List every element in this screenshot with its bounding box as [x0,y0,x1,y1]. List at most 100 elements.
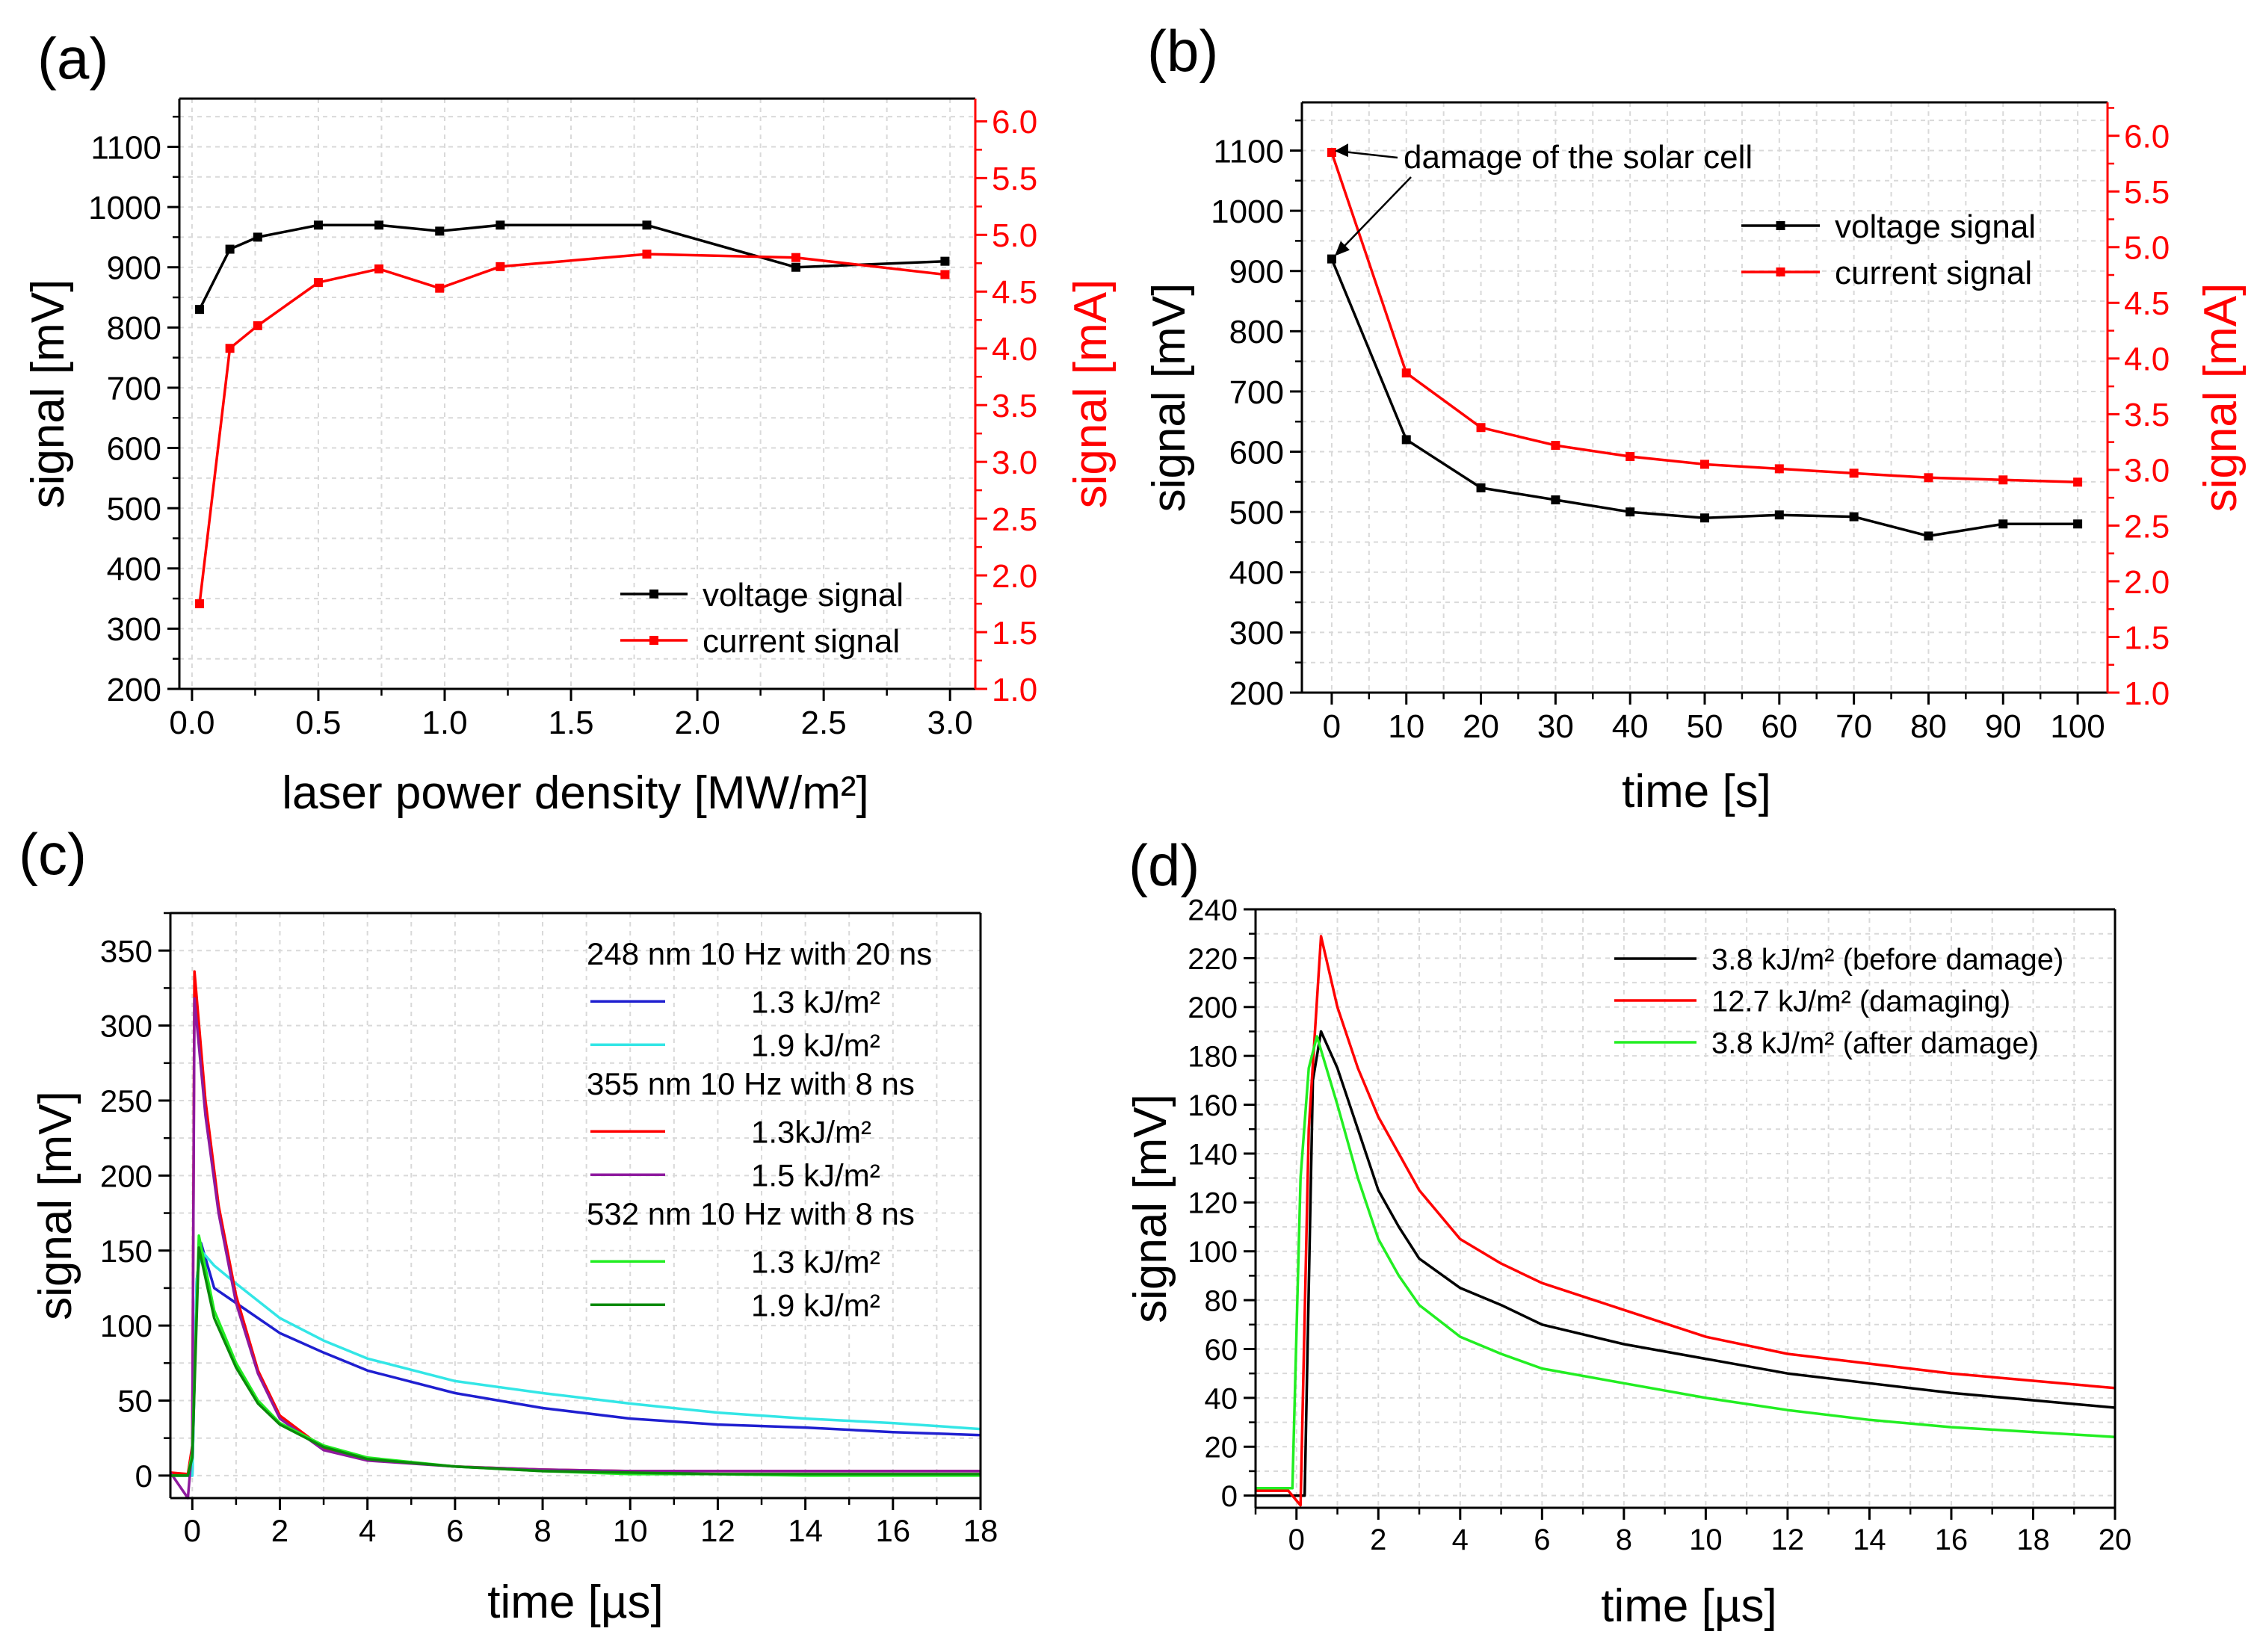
y-tick-label: 800 [107,310,161,347]
x-tick-label: 90 [1985,708,2022,745]
panel-b-chart: 0 10 20 30 40 50 60 70 80 90 100 200 300 400 500 600 700… [1143,101,2247,817]
y-tick-label: 500 [1229,495,1284,531]
y2-tick-label: 5.5 [992,161,1037,197]
x-tick-label: 12 [1771,1523,1805,1556]
legend-marker [1776,221,1785,230]
panel-label-a: (a) [37,25,108,91]
data-point-voltage [2073,519,2083,529]
data-point-current [940,270,950,279]
y2-tick-label: 5.0 [992,217,1037,254]
annotation-arrowhead-voltage [1334,241,1350,256]
y-tick-label: 150 [100,1234,152,1269]
y-tick-label: 200 [1188,991,1238,1024]
data-point-current [495,262,505,271]
x-tick-label: 40 [1612,708,1649,745]
y2-tick-label: 2.5 [992,501,1037,538]
data-point-voltage [1774,510,1784,520]
legend-marker [649,590,658,598]
y-tick-label: 600 [1229,434,1284,471]
y2-axis-label: signal [mA] [1065,279,1117,509]
y-tick-label: 1100 [90,129,161,166]
legend-label: 12.7 kJ/m² (damaging) [1711,985,2010,1018]
x-tick-label: 0 [1323,708,1341,745]
annotation-arrow-voltage [1336,176,1412,256]
data-point-voltage [1476,483,1486,492]
y2-tick-label: 2.5 [2124,508,2170,545]
data-point-current [253,321,262,330]
x-tick-label: 0 [1288,1523,1305,1556]
y-axis-label: signal [mV] [1125,1094,1176,1323]
panel-a-chart: 0.0 0.5 1.0 1.5 2.0 2.5 3.0 200 300 400 500 600 700 8… [22,97,1117,819]
data-point-current [1476,423,1486,433]
x-tick-label: 4 [359,1513,376,1548]
x-tick-label: 10 [613,1513,648,1548]
x-tick-label: 12 [700,1513,735,1548]
y2-tick-label: 3.5 [2124,397,2170,433]
y-tick-label: 120 [1188,1187,1238,1220]
y-axis-label: signal [mV] [1143,283,1195,513]
data-point-current [1849,468,1859,478]
data-point-voltage [791,262,800,272]
y2-tick-label: 2.0 [2124,564,2170,601]
panel-label-b: (b) [1147,18,1218,84]
series-line-voltage-signal [198,223,945,310]
legend-marker [1776,267,1785,276]
y-tick-label: 140 [1188,1138,1238,1171]
data-point-voltage [1327,254,1336,264]
x-tick-label: 10 [1689,1523,1723,1556]
x-tick-label: 14 [788,1513,823,1548]
y-tick-label: 60 [1205,1334,1238,1367]
data-point-current [1327,148,1336,158]
data-point-current [225,344,235,353]
legend-marker [649,636,658,645]
y-tick-label: 100 [1188,1236,1238,1269]
y-tick-label: 0 [1221,1480,1238,1513]
x-tick-label: 16 [1935,1523,1969,1556]
legend-label: 3.8 kJ/m² (before damage) [1711,943,2063,976]
data-point-current [1774,464,1784,474]
x-tick-label: 3.0 [927,705,973,741]
legend-label: 1.3 kJ/m² [751,1244,880,1279]
y-tick-label: 800 [1229,314,1284,350]
y-tick-label: 160 [1188,1089,1238,1122]
data-point-voltage [225,244,235,254]
data-point-current [1924,473,1933,483]
data-point-current [1551,441,1560,451]
data-point-voltage [1998,519,2008,529]
legend-group-title: 532 nm 10 Hz with 8 ns [587,1196,915,1231]
y2-tick-label: 2.0 [992,558,1037,595]
data-point-voltage [435,226,445,236]
legend-group-title: 248 nm 10 Hz with 20 ns [587,936,932,971]
data-point-voltage [313,220,323,230]
y-tick-label: 50 [117,1384,152,1419]
x-tick-label: 50 [1687,708,1723,745]
data-point-current [1998,475,2008,485]
y-tick-label: 500 [107,491,161,528]
x-tick-label: 10 [1388,708,1424,745]
x-tick-label: 4 [1452,1523,1469,1556]
y-tick-label: 0 [135,1458,152,1494]
y-tick-label: 80 [1205,1285,1238,1318]
y-tick-label: 300 [100,1009,152,1044]
y-tick-label: 700 [1229,374,1284,411]
data-point-current [1401,368,1411,378]
y-tick-label: 250 [100,1083,152,1119]
panel-label-d: (d) [1129,832,1200,898]
y2-tick-label: 1.5 [992,615,1037,652]
x-tick-label: 1.0 [422,705,467,741]
data-point-current [313,278,323,288]
x-tick-label: 8 [534,1513,551,1548]
data-point-current [1700,460,1709,469]
x-axis-label: time [s] [1622,766,1771,817]
legend-label: voltage signal [1835,208,2036,245]
data-point-voltage [195,305,205,315]
y2-tick-label: 6.0 [2124,119,2170,155]
y2-tick-label: 5.0 [2124,230,2170,267]
legend-label: 1.5 kJ/m² [751,1157,880,1192]
x-tick-label: 2 [1370,1523,1386,1556]
y-tick-label: 300 [107,611,161,648]
y-tick-label: 700 [107,371,161,407]
y-tick-label: 1100 [1213,133,1284,170]
x-tick-label: 30 [1537,708,1574,745]
x-tick-label: 2.5 [801,705,847,741]
